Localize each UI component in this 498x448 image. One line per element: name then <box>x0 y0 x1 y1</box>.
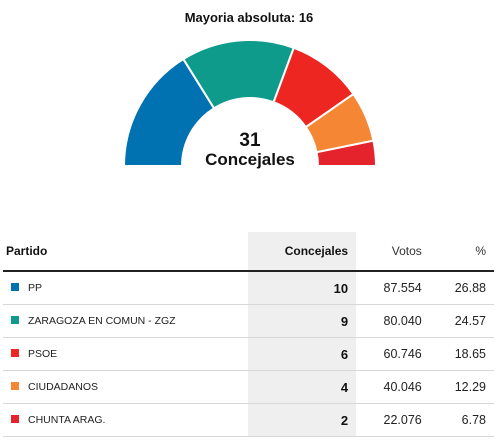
votes-cell: 60.746 <box>356 337 430 371</box>
total-seats-label: Concejales <box>205 150 295 169</box>
percent-cell: 12.29 <box>429 370 494 404</box>
party-color-swatch <box>11 316 19 325</box>
party-name: PP <box>28 282 43 294</box>
party-color-swatch <box>11 382 19 391</box>
majority-label: Mayoria absoluta: 16 <box>184 10 314 25</box>
party-cell: CIUDADANOS <box>3 370 249 404</box>
table-row: ZARAGOZA EN COMUN - ZGZ 9 80.040 24.57 <box>3 304 494 338</box>
seat-hemicycle-chart: 31 Concejales <box>122 40 378 169</box>
percent-cell: 18.65 <box>429 337 494 371</box>
seats-cell: 4 <box>248 370 357 404</box>
party-name: CHUNTA ARAG. <box>28 414 106 426</box>
votes-cell: 87.554 <box>356 271 430 305</box>
column-header-votes: Votos <box>356 232 430 272</box>
party-color-swatch <box>11 349 19 358</box>
party-name: CIUDADANOS <box>28 381 99 393</box>
results-header-row: Partido Concejales Votos % <box>3 232 494 272</box>
column-header-seats: Concejales <box>248 232 357 272</box>
total-seats-value: 31 <box>239 130 261 151</box>
hemicycle-segment-chunta-arag <box>315 139 378 167</box>
results-table: Partido Concejales Votos % PP 10 87.554 26.… <box>3 232 494 437</box>
percent-cell: 26.88 <box>429 271 494 305</box>
party-name: ZARAGOZA EN COMUN - ZGZ <box>28 315 176 327</box>
table-row: CHUNTA ARAG. 2 22.076 6.78 <box>3 403 494 437</box>
table-row: PSOE 6 60.746 18.65 <box>3 337 494 371</box>
party-color-swatch <box>11 283 19 292</box>
column-header-party: Partido <box>3 232 249 272</box>
party-cell: PP <box>3 271 249 305</box>
party-name: PSOE <box>28 348 58 360</box>
seats-cell: 6 <box>248 337 357 371</box>
party-cell: ZARAGOZA EN COMUN - ZGZ <box>3 304 249 338</box>
party-cell: PSOE <box>3 337 249 371</box>
column-header-percent: % <box>429 232 494 272</box>
votes-cell: 40.046 <box>356 370 430 404</box>
table-row: CIUDADANOS 4 40.046 12.29 <box>3 370 494 404</box>
percent-cell: 6.78 <box>429 403 494 437</box>
seats-cell: 2 <box>248 403 357 437</box>
party-cell: CHUNTA ARAG. <box>3 403 249 437</box>
seats-cell: 9 <box>248 304 357 338</box>
table-row: PP 10 87.554 26.88 <box>3 271 494 305</box>
seats-cell: 10 <box>248 271 357 305</box>
votes-cell: 80.040 <box>356 304 430 338</box>
votes-cell: 22.076 <box>356 403 430 437</box>
party-color-swatch <box>11 415 19 424</box>
percent-cell: 24.57 <box>429 304 494 338</box>
